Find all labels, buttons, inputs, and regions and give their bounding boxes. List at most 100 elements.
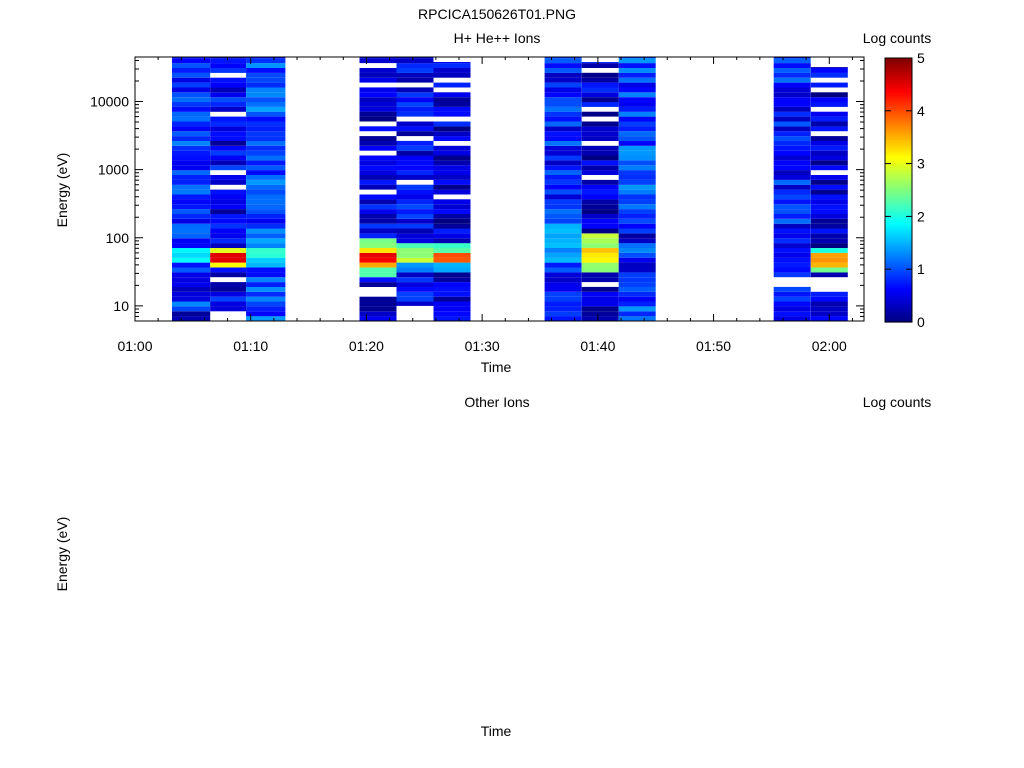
heatmap-cell: [210, 68, 247, 73]
heatmap-cell: [246, 316, 286, 321]
heatmap-cell: [433, 223, 471, 229]
heatmap-cell: [210, 140, 247, 146]
heatmap-cell: [172, 277, 211, 283]
heatmap-cell: [433, 213, 471, 219]
y-tick-label: 100: [106, 230, 130, 246]
heatmap-cell: [359, 102, 397, 107]
heatmap-cell: [773, 233, 811, 239]
heatmap-cell: [618, 58, 656, 64]
heatmap-cell: [246, 213, 286, 219]
heatmap-cell: [810, 189, 848, 195]
heatmap-cell: [581, 77, 619, 83]
heatmap-cell: [246, 282, 286, 287]
colorbar-segment: [885, 94, 912, 99]
colorbar-segment: [885, 295, 912, 299]
heatmap-cell: [581, 72, 619, 78]
heatmap-cell: [359, 145, 397, 151]
colorbar-segment: [885, 71, 912, 75]
heatmap-cell: [246, 150, 286, 156]
heatmap-cell: [544, 301, 582, 307]
heatmap-cell: [246, 175, 286, 180]
heatmap-cell: [581, 277, 619, 283]
heatmap-cell: [773, 311, 811, 317]
heatmap-cell: [810, 218, 848, 224]
heatmap-cell: [544, 131, 582, 137]
heatmap-cell: [246, 82, 286, 88]
heatmap-cell: [773, 92, 811, 98]
heatmap-cell: [810, 199, 848, 205]
heatmap-cell: [433, 150, 471, 156]
colorbar-segment: [885, 92, 912, 96]
heatmap-cell: [433, 282, 471, 287]
heatmap-cell: [544, 238, 582, 244]
heatmap-cell: [359, 306, 397, 312]
heatmap-cell: [773, 189, 811, 195]
heatmap-cell: [773, 150, 811, 156]
heatmap-cell: [172, 286, 211, 292]
heatmap-cell: [544, 175, 582, 180]
colorbar-segment: [885, 226, 912, 231]
heatmap-cell: [544, 121, 582, 127]
heatmap-cell: [210, 301, 247, 307]
heatmap-cell: [396, 97, 434, 103]
colorbar-segment: [885, 97, 912, 101]
heatmap-cell: [396, 126, 434, 132]
colorbar-segment: [885, 153, 912, 157]
heatmap-cell: [359, 160, 397, 166]
heatmap-cell: [773, 155, 811, 161]
colorbar-segment: [885, 237, 912, 241]
heatmap-cell: [359, 257, 397, 263]
heatmap-cell: [246, 72, 286, 78]
heatmap-cell: [581, 136, 619, 141]
heatmap-cell: [172, 184, 211, 190]
colorbar-tick-label: 3: [917, 156, 925, 172]
heatmap-cell: [544, 243, 582, 248]
heatmap-cell: [544, 68, 582, 73]
heatmap-cell: [810, 243, 848, 248]
heatmap-cell: [810, 92, 848, 98]
heatmap-cell: [618, 228, 656, 234]
heatmap-cell: [246, 311, 286, 317]
colorbar-tick-label: 4: [917, 103, 925, 119]
heatmap-cell: [172, 238, 211, 244]
heatmap-cell: [359, 194, 397, 200]
heatmap-cell: [396, 165, 434, 171]
heatmap-cell: [210, 63, 247, 68]
heatmap-cell: [210, 209, 247, 214]
colorbar-segment: [885, 124, 912, 128]
heatmap-cell: [581, 126, 619, 132]
heatmap-cell: [773, 209, 811, 214]
heatmap-cell: [618, 136, 656, 141]
heatmap-cell: [359, 204, 397, 210]
heatmap-cell: [359, 77, 397, 83]
heatmap-cell: [246, 248, 286, 253]
heatmap-cell: [773, 126, 811, 132]
heatmap-cell: [810, 272, 848, 278]
heatmap-cell: [172, 155, 211, 161]
heatmap-cell: [210, 97, 247, 103]
heatmap-cell: [246, 160, 286, 166]
heatmap-cell: [359, 111, 397, 117]
heatmap-cell: [172, 72, 211, 78]
heatmap-cell: [618, 243, 656, 248]
heatmap-cell: [172, 194, 211, 200]
heatmap-cell: [773, 296, 811, 302]
heatmap-cell: [172, 77, 211, 83]
heatmap-cell: [544, 213, 582, 219]
colorbar-segment: [885, 224, 912, 228]
heatmap-cell: [359, 68, 397, 73]
heatmap-cell: [773, 272, 811, 278]
heatmap-cell: [396, 301, 434, 306]
colorbar-segment: [885, 245, 912, 249]
heatmap-cell: [396, 272, 434, 278]
heatmap-cell: [210, 131, 247, 137]
heatmap-cell: [359, 296, 397, 302]
heatmap-cell: [396, 252, 434, 258]
heatmap-cell: [544, 257, 582, 263]
heatmap-cell: [581, 296, 619, 302]
heatmap-cell: [773, 175, 811, 180]
heatmap-cell: [210, 189, 247, 195]
heatmap-cell: [544, 58, 582, 64]
heatmap-cell: [618, 160, 656, 166]
heatmap-cell: [618, 204, 656, 210]
